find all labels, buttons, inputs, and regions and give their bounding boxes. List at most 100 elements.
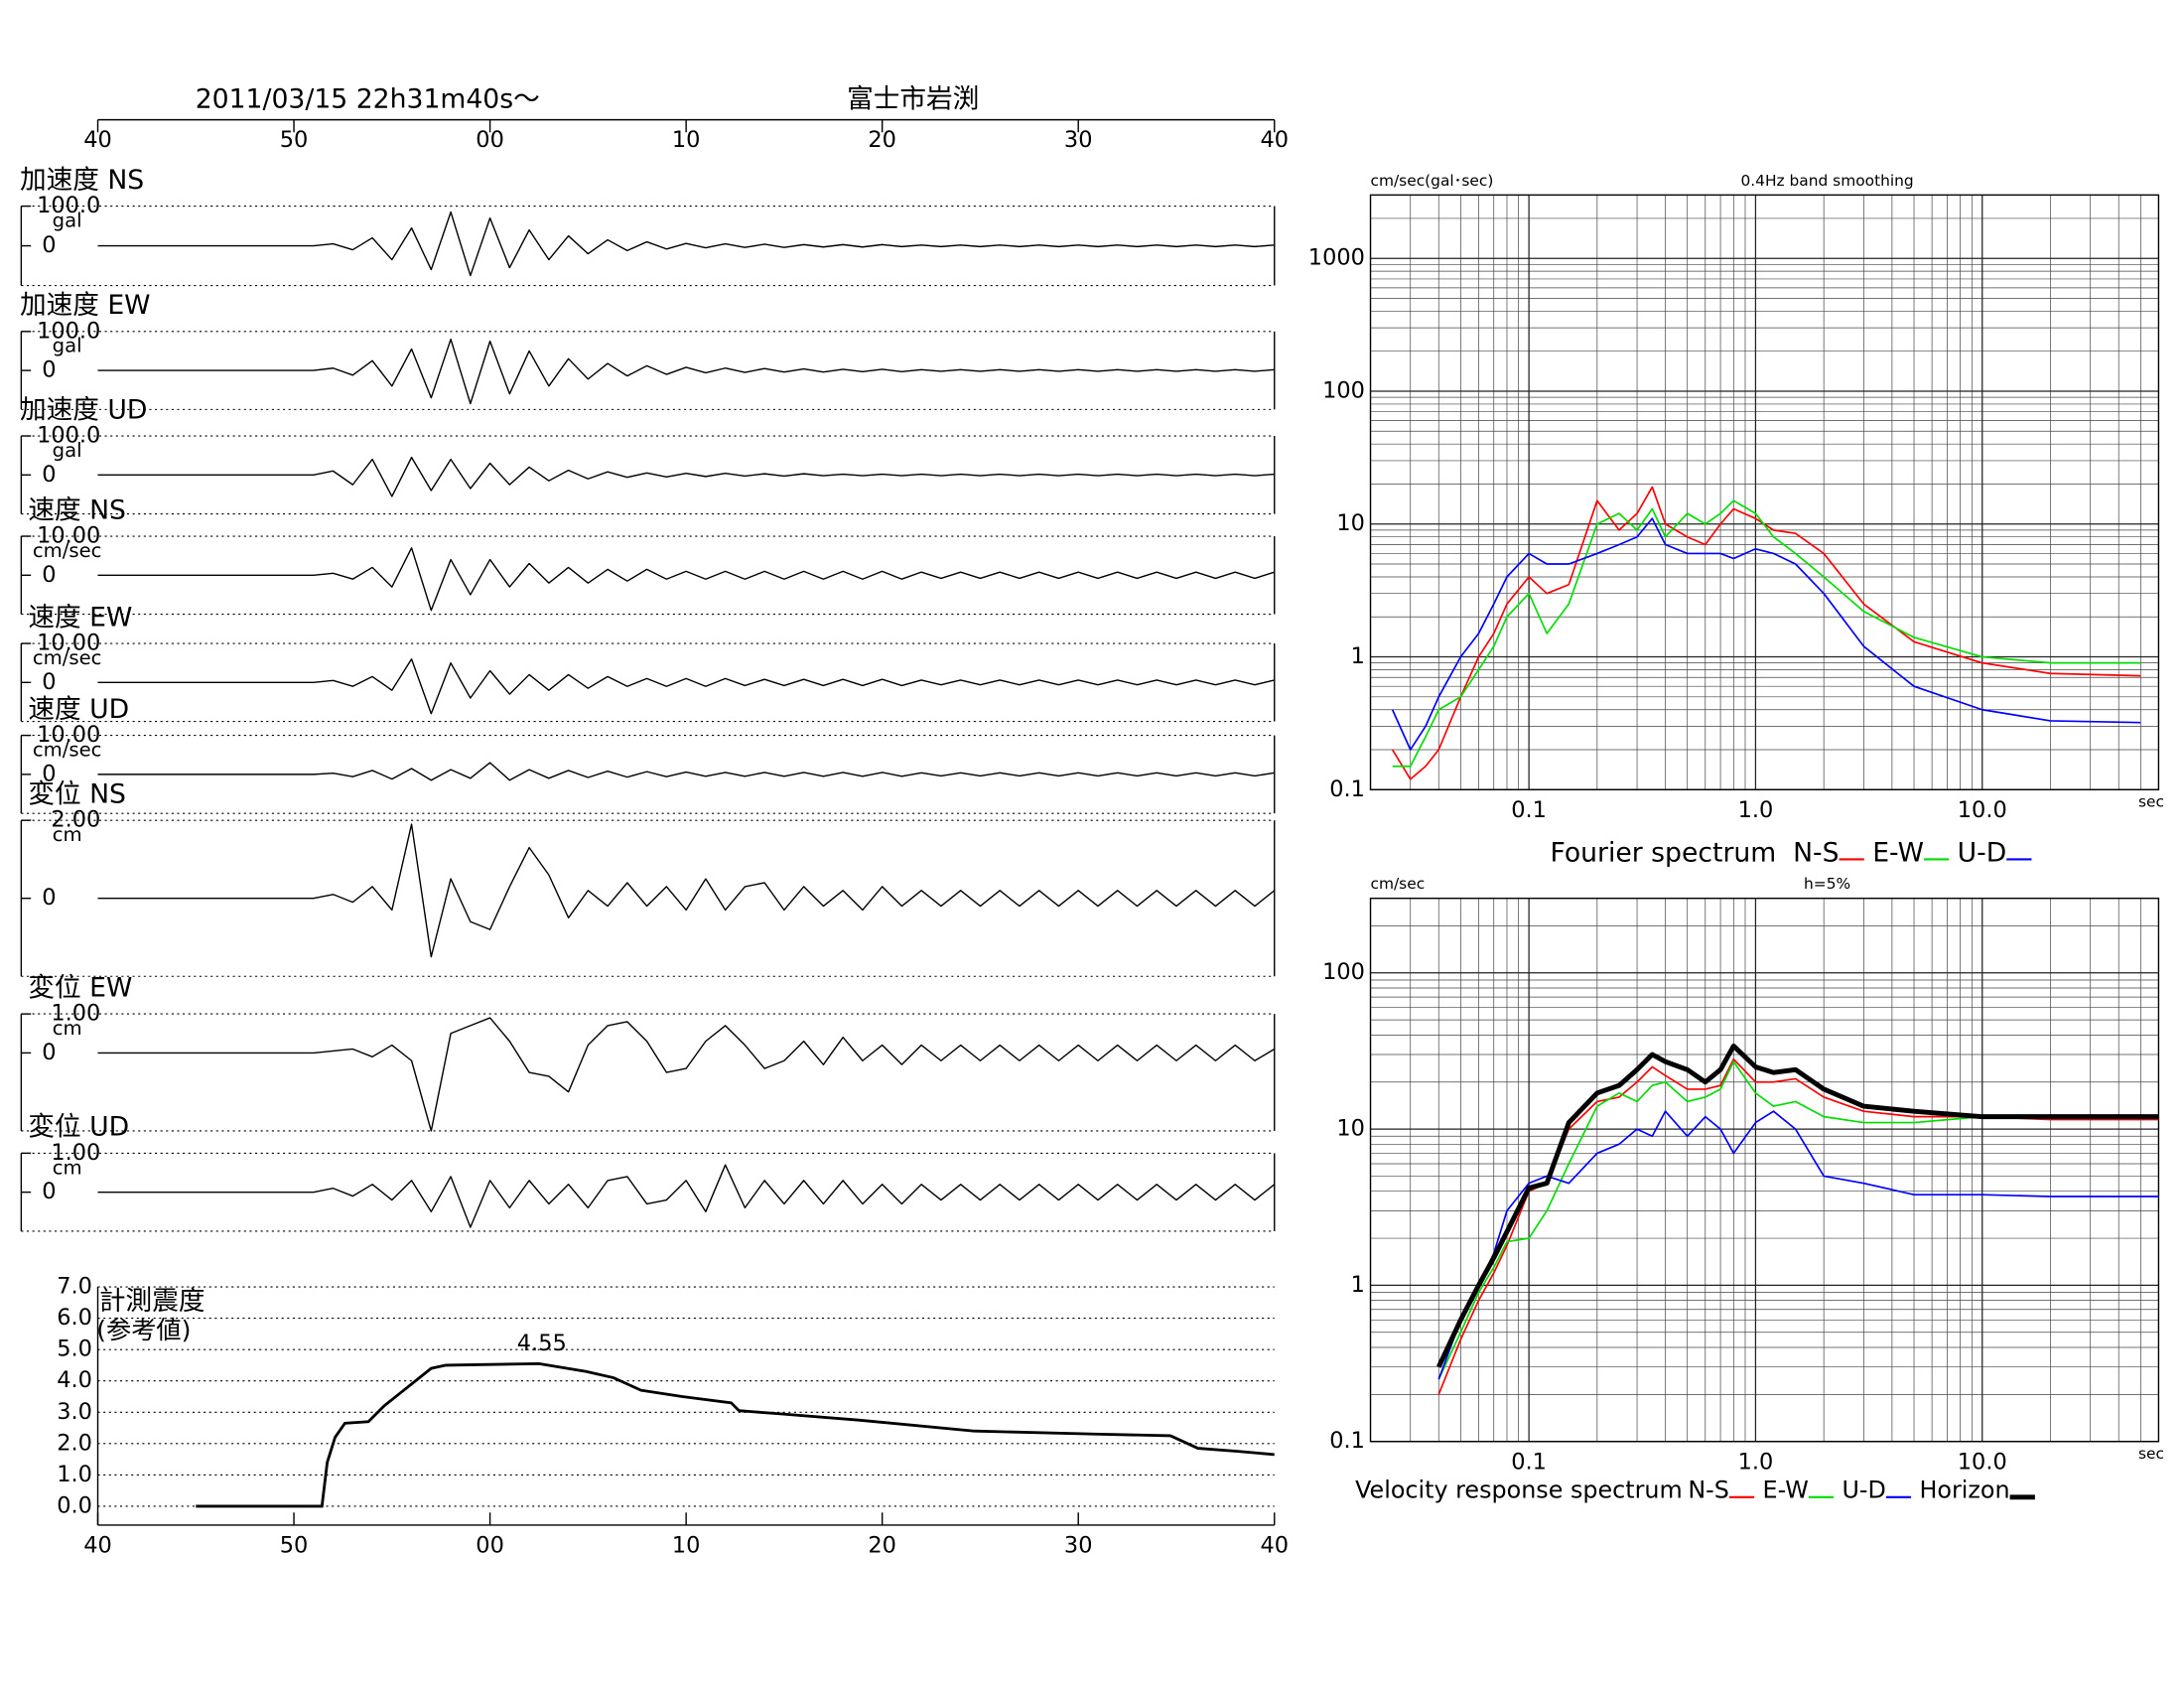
waveform-trace <box>97 762 1275 781</box>
chart-subtitle: (参考値) <box>96 1316 191 1344</box>
trace-unit: cm/sec <box>33 646 102 669</box>
trace-title: 変位 NS <box>28 778 126 809</box>
y-tick-label: 100.0 <box>37 193 100 218</box>
trace-title: 速度 UD <box>28 694 129 725</box>
y-tick-label: 1 <box>1351 643 1365 669</box>
y-tick-label: 100 <box>1322 959 1365 985</box>
y-tick-label: 10.00 <box>37 523 100 549</box>
spectrum-line <box>1391 486 2141 780</box>
x-tick-label: 40 <box>83 1532 112 1558</box>
trace-unit: gal <box>53 335 82 357</box>
y-tick-label: 1000 <box>1308 245 1365 271</box>
chart-subtitle: 0.4Hz band smoothing <box>1740 172 1913 190</box>
legend-label: E-W <box>1763 1477 1809 1504</box>
x-axis-label: sec <box>2138 1445 2164 1463</box>
plot-lines <box>1391 486 2141 780</box>
x-tick-label: 10 <box>672 1532 701 1558</box>
x-tick-label: 0.1 <box>1511 1449 1547 1475</box>
y-tick-label: 0.0 <box>57 1492 92 1518</box>
waveform-trace <box>97 338 1275 405</box>
plot-frame <box>1369 194 2160 790</box>
waveform-trace <box>97 1164 1276 1228</box>
x-tick-label: 20 <box>868 127 896 153</box>
legend-label: Horizon <box>1920 1477 2010 1504</box>
y-tick-label: 0 <box>42 232 56 258</box>
y-tick-label: 10.00 <box>37 722 100 748</box>
trace-unit: cm/sec <box>33 739 102 762</box>
y-tick-label: 1 <box>1351 1272 1365 1298</box>
spectrum-line <box>1437 1060 2159 1380</box>
trace-unit: cm <box>53 1017 82 1040</box>
plot-lines <box>1436 1044 2159 1395</box>
trace-title: 速度 NS <box>28 494 126 525</box>
x-tick-label: 50 <box>280 127 309 153</box>
y-axis-label: cm/sec <box>1371 875 1426 893</box>
waveform-trace <box>97 211 1275 277</box>
y-tick-label: 0 <box>42 1179 56 1204</box>
legend-label: U-D <box>1958 837 2007 868</box>
x-tick-label: 00 <box>476 127 504 153</box>
y-tick-label: 2.0 <box>57 1430 92 1456</box>
y-tick-label: 100.0 <box>37 318 100 344</box>
legend-title: Velocity response spectrum <box>1355 1477 1683 1504</box>
waveform-trace <box>97 1017 1276 1132</box>
y-tick-label: 0 <box>42 357 56 383</box>
legend-label: N-S <box>1793 837 1839 868</box>
x-tick-label: 10.0 <box>1958 797 2007 823</box>
legend-label: E-W <box>1872 837 1924 868</box>
y-tick-label: 1.00 <box>51 1140 100 1166</box>
y-tick-label: 0 <box>42 1040 56 1065</box>
x-tick-label: 10.0 <box>1958 1449 2007 1475</box>
y-tick-label: 4.0 <box>57 1367 92 1393</box>
trace-title: 加速度 EW <box>20 290 151 321</box>
trace-title: 加速度 NS <box>20 165 144 196</box>
station-name: 富士市岩渕 <box>847 83 979 114</box>
trace-title: 変位 UD <box>28 1112 129 1143</box>
intensity-line <box>196 1361 1275 1508</box>
trace-unit: gal <box>53 210 82 232</box>
spectrum-line <box>1436 1044 2159 1368</box>
waveform-trace <box>97 547 1275 612</box>
x-tick-label: 20 <box>868 1532 896 1558</box>
y-tick-label: 10 <box>1336 1116 1365 1142</box>
spectrum-line <box>1437 1110 2159 1380</box>
x-tick-label: 1.0 <box>1738 797 1774 823</box>
spectrum-line <box>1437 1057 2159 1395</box>
y-tick-label: 0.1 <box>1329 776 1365 802</box>
legend-label: N-S <box>1688 1477 1729 1504</box>
x-tick-label: 40 <box>1260 127 1289 153</box>
x-tick-label: 30 <box>1064 127 1093 153</box>
trace-unit: cm <box>53 1156 82 1179</box>
trace-title: 速度 EW <box>28 602 132 633</box>
x-tick-label: 00 <box>476 1532 504 1558</box>
y-tick-label: 1.0 <box>57 1462 92 1487</box>
spectrum-line <box>1391 517 2141 751</box>
trace-unit: cm <box>53 823 82 846</box>
y-tick-label: 1.00 <box>51 1001 100 1027</box>
y-tick-label: 0.1 <box>1329 1428 1365 1454</box>
y-tick-label: 100 <box>1322 377 1365 403</box>
y-tick-label: 5.0 <box>57 1336 92 1362</box>
y-tick-label: 10 <box>1336 510 1365 536</box>
legend-label: U-D <box>1842 1477 1885 1504</box>
x-tick-label: 10 <box>672 127 701 153</box>
x-tick-label: 40 <box>83 127 112 153</box>
x-tick-label: 1.0 <box>1738 1449 1774 1475</box>
waveform-trace <box>97 658 1275 715</box>
trace-unit: gal <box>53 439 82 462</box>
trace-unit: cm/sec <box>33 539 102 562</box>
waveform-trace <box>97 456 1275 497</box>
x-tick-label: 0.1 <box>1511 797 1547 823</box>
y-axis-label: cm/sec(gal･sec) <box>1371 172 1494 190</box>
legend-title: Fourier spectrum <box>1550 837 1776 868</box>
waveform-trace <box>97 823 1276 958</box>
trace-title: 変位 EW <box>28 972 132 1003</box>
x-tick-label: 50 <box>280 1532 309 1558</box>
spectrum-line <box>1392 499 2141 768</box>
annotation: 4.55 <box>517 1331 567 1356</box>
y-tick-label: 0 <box>42 761 56 786</box>
y-tick-label: 0 <box>42 885 56 911</box>
y-tick-label: 100.0 <box>37 423 100 449</box>
